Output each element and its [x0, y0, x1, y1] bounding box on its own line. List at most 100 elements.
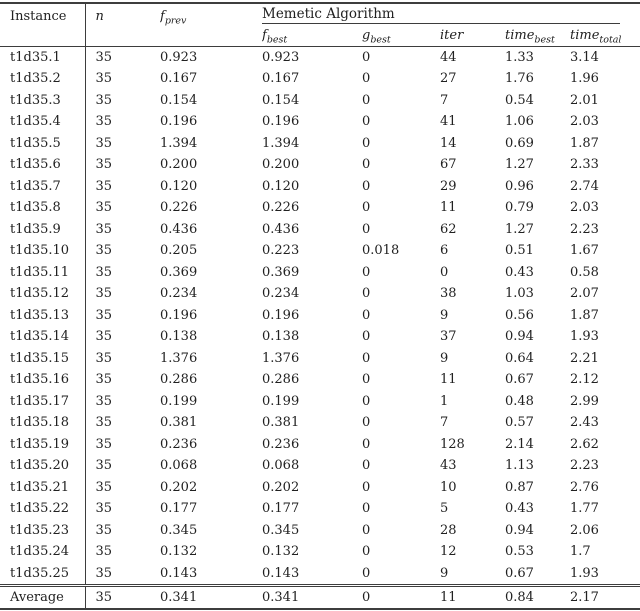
cell-iter: 6 [440, 243, 449, 259]
cell-f_prev: 0.923 [160, 49, 198, 65]
cell-f_prev: 0.196 [160, 307, 198, 323]
table-row: t1d35.2 35 0.167 0.167 0 27 1.76 1.96 [0, 68, 640, 90]
cell-n: 35 [95, 501, 113, 517]
cell-instance: t1d35.15 [0, 347, 86, 369]
cell-n: 35 [95, 307, 113, 323]
cell-f_best: 1.376 [262, 350, 300, 366]
cell-f_best: 0.202 [262, 479, 300, 495]
f-prev-symbol: f [160, 9, 165, 24]
cell-n: 35 [95, 157, 113, 173]
cell-f_best: 0.199 [262, 393, 300, 409]
table-row: t1d35.16 35 0.286 0.286 0 11 0.67 2.12 [0, 369, 640, 391]
cell-n: 35 [95, 49, 113, 65]
cell-iter: 29 [440, 178, 457, 194]
cell-n: 35 [95, 114, 113, 130]
cell-time_best: 0.79 [505, 200, 534, 216]
cell-time_best: 1.76 [505, 71, 534, 87]
cell-n: 35 [95, 350, 113, 366]
cell-time_best: 0.51 [505, 243, 534, 259]
cell-instance: t1d35.10 [0, 240, 86, 262]
cell-f_prev: 1.376 [160, 350, 198, 366]
average-row: Average 35 0.341 0.341 0 11 0.84 2.17 [0, 584, 640, 609]
table-row: t1d35.13 35 0.196 0.196 0 9 0.56 1.87 [0, 304, 640, 326]
cell-iter: 28 [440, 522, 457, 538]
cell-g_best: 0.018 [362, 243, 400, 259]
cell-time_best: 0.67 [505, 372, 534, 388]
table-row: t1d35.19 35 0.236 0.236 0 128 2.14 2.62 [0, 433, 640, 455]
cell-f_prev: 0.196 [160, 114, 198, 130]
cell-instance: t1d35.4 [0, 111, 86, 133]
cell-instance: t1d35.3 [0, 89, 86, 111]
cell-n: 35 [95, 393, 113, 409]
column-group-memetic-algorithm: Memetic Algorithm [262, 3, 640, 24]
cell-f_prev: 1.394 [160, 135, 198, 151]
table-row: t1d35.17 35 0.199 0.199 0 1 0.48 2.99 [0, 390, 640, 412]
cell-instance: t1d35.8 [0, 197, 86, 219]
cell-f_best: 0.223 [262, 243, 300, 259]
cell-time_total: 1.96 [570, 71, 599, 87]
cell-n: 35 [95, 221, 113, 237]
cell-iter: 43 [440, 458, 457, 474]
cell-time_best: 2.14 [505, 436, 534, 452]
cell-n: 35 [95, 565, 113, 581]
cell-time_total: 1.93 [570, 565, 599, 581]
cell-n: 35 [95, 200, 113, 216]
cell-time_best: 1.27 [505, 221, 534, 237]
cell-time_best: 0.56 [505, 307, 534, 323]
cell-f_best: 0.196 [262, 114, 300, 130]
cell-f_prev: 0.226 [160, 200, 198, 216]
cell-time_total: 2.17 [570, 584, 640, 609]
cell-f_best: 0.436 [262, 221, 300, 237]
cell-iter: 12 [440, 544, 457, 560]
cell-time_total: 2.43 [570, 415, 599, 431]
cell-g_best: 0 [362, 522, 371, 538]
cell-instance: t1d35.24 [0, 541, 86, 563]
cell-f_prev: 0.068 [160, 458, 198, 474]
cell-f_prev: 0.381 [160, 415, 198, 431]
cell-instance: t1d35.6 [0, 154, 86, 176]
cell-instance: t1d35.7 [0, 175, 86, 197]
cell-time_best: 0.69 [505, 135, 534, 151]
cell-f_prev: 0.369 [160, 264, 198, 280]
cell-instance: t1d35.25 [0, 562, 86, 586]
cell-f_best: 0.177 [262, 501, 300, 517]
cell-f_best: 0.167 [262, 71, 300, 87]
cell-iter: 7 [440, 415, 449, 431]
cell-time_best: 0.84 [505, 584, 570, 609]
table-row: t1d35.12 35 0.234 0.234 0 38 1.03 2.07 [0, 283, 640, 305]
table-row: t1d35.20 35 0.068 0.068 0 43 1.13 2.23 [0, 455, 640, 477]
cell-f_best: 0.154 [262, 92, 300, 108]
cell-iter: 62 [440, 221, 457, 237]
cell-g_best: 0 [362, 178, 371, 194]
cell-iter: 9 [440, 565, 449, 581]
cell-g_best: 0 [362, 393, 371, 409]
cell-instance: t1d35.21 [0, 476, 86, 498]
cell-n: 35 [95, 415, 113, 431]
cell-time_total: 2.62 [570, 436, 599, 452]
cell-instance: t1d35.5 [0, 132, 86, 154]
cell-instance: t1d35.22 [0, 498, 86, 520]
cell-time_total: 2.21 [570, 350, 599, 366]
cell-g_best: 0 [362, 200, 371, 216]
cell-f_prev: 0.199 [160, 393, 198, 409]
table-row: t1d35.11 35 0.369 0.369 0 0 0.43 0.58 [0, 261, 640, 283]
column-header-f-best: fbest [262, 24, 362, 47]
cell-time_total: 2.33 [570, 157, 599, 173]
cell-f_best: 1.394 [262, 135, 300, 151]
cell-f_best: 0.068 [262, 458, 300, 474]
cell-time_best: 0.96 [505, 178, 534, 194]
cell-f_best: 0.286 [262, 372, 300, 388]
cell-f_prev: 0.436 [160, 221, 198, 237]
cell-f_prev: 0.132 [160, 544, 198, 560]
cell-iter: 11 [440, 200, 457, 216]
cell-g_best: 0 [362, 49, 371, 65]
cell-time_total: 2.23 [570, 458, 599, 474]
cell-time_total: 3.14 [570, 49, 599, 65]
cell-n: 35 [95, 71, 113, 87]
f-prev-subscript: prev [164, 15, 187, 27]
cell-instance: t1d35.11 [0, 261, 86, 283]
cell-g_best: 0 [362, 479, 371, 495]
cell-iter: 37 [440, 329, 457, 345]
cell-f_best: 0.132 [262, 544, 300, 560]
table-footer: Average 35 0.341 0.341 0 11 0.84 2.17 [0, 584, 640, 609]
